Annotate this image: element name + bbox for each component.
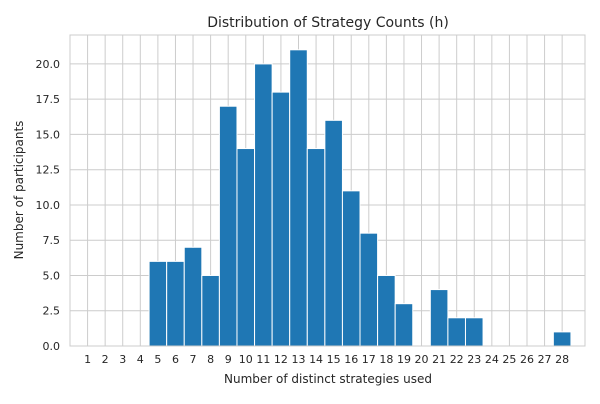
y-tick-label: 12.5 [36, 164, 61, 177]
bar-28 [552, 331, 572, 347]
x-tick-label: 1 [84, 353, 91, 366]
x-tick-label: 20 [415, 353, 429, 366]
bar-14 [306, 148, 326, 347]
bar-16 [341, 190, 361, 347]
bars-group [148, 49, 572, 347]
chart-title: Distribution of Strategy Counts (h) [207, 15, 449, 31]
x-tick-label: 19 [397, 353, 411, 366]
bar-7 [183, 246, 203, 347]
bar-9 [218, 105, 238, 347]
x-tick-label: 2 [102, 353, 109, 366]
x-tick-label: 9 [225, 353, 232, 366]
x-tick-label: 21 [432, 353, 446, 366]
x-tick-label: 17 [362, 353, 376, 366]
bar-12 [271, 91, 291, 347]
x-tick-label: 16 [344, 353, 358, 366]
y-tick-label: 2.5 [43, 305, 61, 318]
y-tick-label: 15.0 [36, 128, 61, 141]
y-tick-label: 20.0 [36, 58, 61, 71]
x-tick-label: 28 [555, 353, 569, 366]
x-tick-label: 12 [274, 353, 288, 366]
bar-18 [377, 274, 396, 347]
y-tick-labels: 0.0 2.5 5.0 7.5 10.0 12.5 15.0 17.5 20.0 [36, 58, 61, 353]
bar-6 [166, 260, 185, 347]
x-tick-label: 23 [467, 353, 481, 366]
x-tick-label: 24 [485, 353, 499, 366]
x-tick-label: 15 [327, 353, 341, 366]
bar-17 [359, 232, 379, 347]
x-tick-label: 7 [190, 353, 197, 366]
y-axis-label: Number of participants [12, 121, 26, 260]
y-tick-label: 5.0 [43, 269, 61, 282]
x-tick-label: 14 [309, 353, 323, 366]
bar-13 [289, 49, 308, 347]
x-tick-label: 26 [520, 353, 534, 366]
x-tick-label: 25 [502, 353, 516, 366]
bar-22 [447, 317, 466, 347]
x-tick-label: 6 [172, 353, 179, 366]
x-tick-label: 22 [450, 353, 464, 366]
y-tick-label: 17.5 [36, 93, 61, 106]
bar-23 [464, 317, 484, 347]
x-tick-label: 3 [119, 353, 126, 366]
y-tick-label: 7.5 [43, 234, 61, 247]
bar-11 [254, 63, 273, 347]
bar-8 [201, 274, 220, 347]
y-tick-label: 0.0 [43, 340, 61, 353]
x-tick-labels: 1 2 3 4 5 6 7 8 9 10 11 12 13 14 15 16 17 18 19 20 21 22 23 24 2… [84, 353, 569, 366]
x-tick-label: 13 [291, 353, 305, 366]
x-tick-label: 18 [379, 353, 393, 366]
x-tick-label: 27 [538, 353, 552, 366]
bar-21 [429, 289, 449, 347]
x-axis-label: Number of distinct strategies used [224, 372, 432, 386]
y-tick-label: 10.0 [36, 199, 61, 212]
bar-10 [236, 148, 256, 347]
plot-frame [69, 34, 586, 347]
x-tick-label: 11 [256, 353, 270, 366]
x-tick-label: 5 [154, 353, 161, 366]
bar-19 [394, 303, 414, 347]
x-tick-label: 4 [137, 353, 144, 366]
x-tick-label: 10 [239, 353, 253, 366]
bar-15 [324, 119, 343, 347]
bar-5 [148, 260, 168, 347]
x-tick-label: 8 [207, 353, 214, 366]
